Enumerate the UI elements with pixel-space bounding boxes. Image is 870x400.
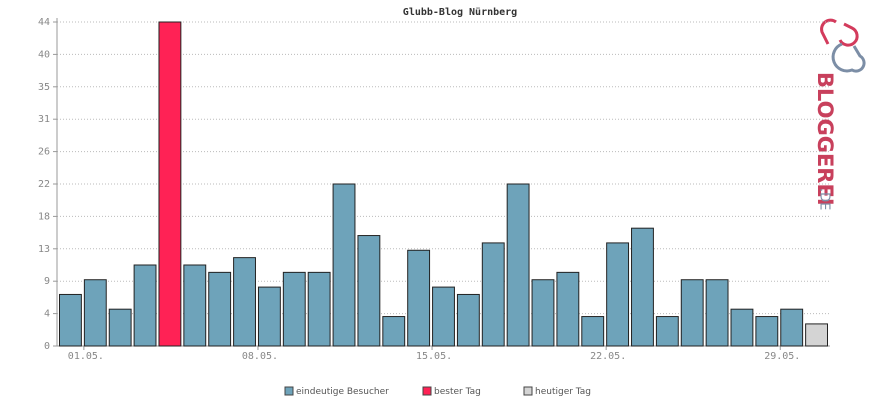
bar	[705, 279, 729, 347]
legend-swatch	[284, 386, 294, 396]
legend-swatch	[523, 386, 533, 396]
legend-label: heutiger Tag	[535, 387, 591, 397]
legend-swatch	[422, 386, 432, 396]
bar	[407, 249, 431, 347]
bar	[282, 271, 306, 347]
bar	[382, 316, 406, 347]
bar	[83, 279, 107, 347]
bar	[481, 242, 505, 347]
bar	[631, 227, 654, 347]
bar	[208, 271, 232, 347]
x-tick-label: 08.05.	[242, 351, 278, 362]
bar	[59, 293, 82, 347]
y-tick-label: 40	[38, 49, 50, 60]
y-tick-label: 4	[44, 309, 50, 320]
y-tick-label: 18	[38, 211, 50, 222]
bar	[730, 308, 754, 347]
y-tick-label: 0	[44, 341, 50, 352]
bar	[307, 271, 331, 347]
bar	[581, 316, 605, 347]
bar	[158, 21, 182, 347]
bar	[606, 242, 630, 347]
bar	[332, 183, 356, 347]
logo-icon	[820, 18, 859, 47]
bar	[780, 308, 804, 347]
y-tick-label: 9	[44, 276, 50, 287]
x-tick-label: 29.05.	[764, 351, 800, 362]
bar	[183, 264, 207, 347]
bar	[680, 279, 704, 347]
bar	[357, 235, 381, 347]
legend-label: bester Tag	[434, 387, 481, 397]
bar	[432, 286, 455, 347]
x-tick-label: 15.05.	[416, 351, 452, 362]
bar	[456, 293, 480, 347]
bar	[531, 279, 555, 347]
bar	[805, 323, 828, 347]
bar	[506, 183, 530, 347]
bar	[257, 286, 281, 347]
y-tick-label: 26	[38, 147, 50, 158]
x-tick-label: 01.05.	[68, 351, 104, 362]
bar	[233, 257, 256, 347]
y-tick-label: 13	[38, 244, 50, 255]
bar	[556, 271, 580, 347]
x-tick-label: 22.05.	[590, 351, 626, 362]
bar	[108, 308, 132, 347]
bar	[755, 316, 779, 347]
logo-icon	[831, 42, 866, 73]
chart-title: Glubb-Blog Nürnberg	[403, 7, 517, 18]
legend-label: eindeutige Besucher	[296, 387, 389, 397]
bar	[655, 316, 679, 347]
logo-suffix: .DE	[817, 188, 832, 210]
y-tick-label: 44	[38, 17, 50, 28]
bar	[133, 264, 157, 347]
y-tick-label: 35	[38, 82, 50, 93]
y-tick-label: 31	[38, 114, 50, 125]
y-tick-label: 22	[38, 179, 50, 190]
logo: BLOGGEREI .DE	[813, 18, 866, 210]
logo-text: BLOGGEREI	[813, 72, 837, 206]
